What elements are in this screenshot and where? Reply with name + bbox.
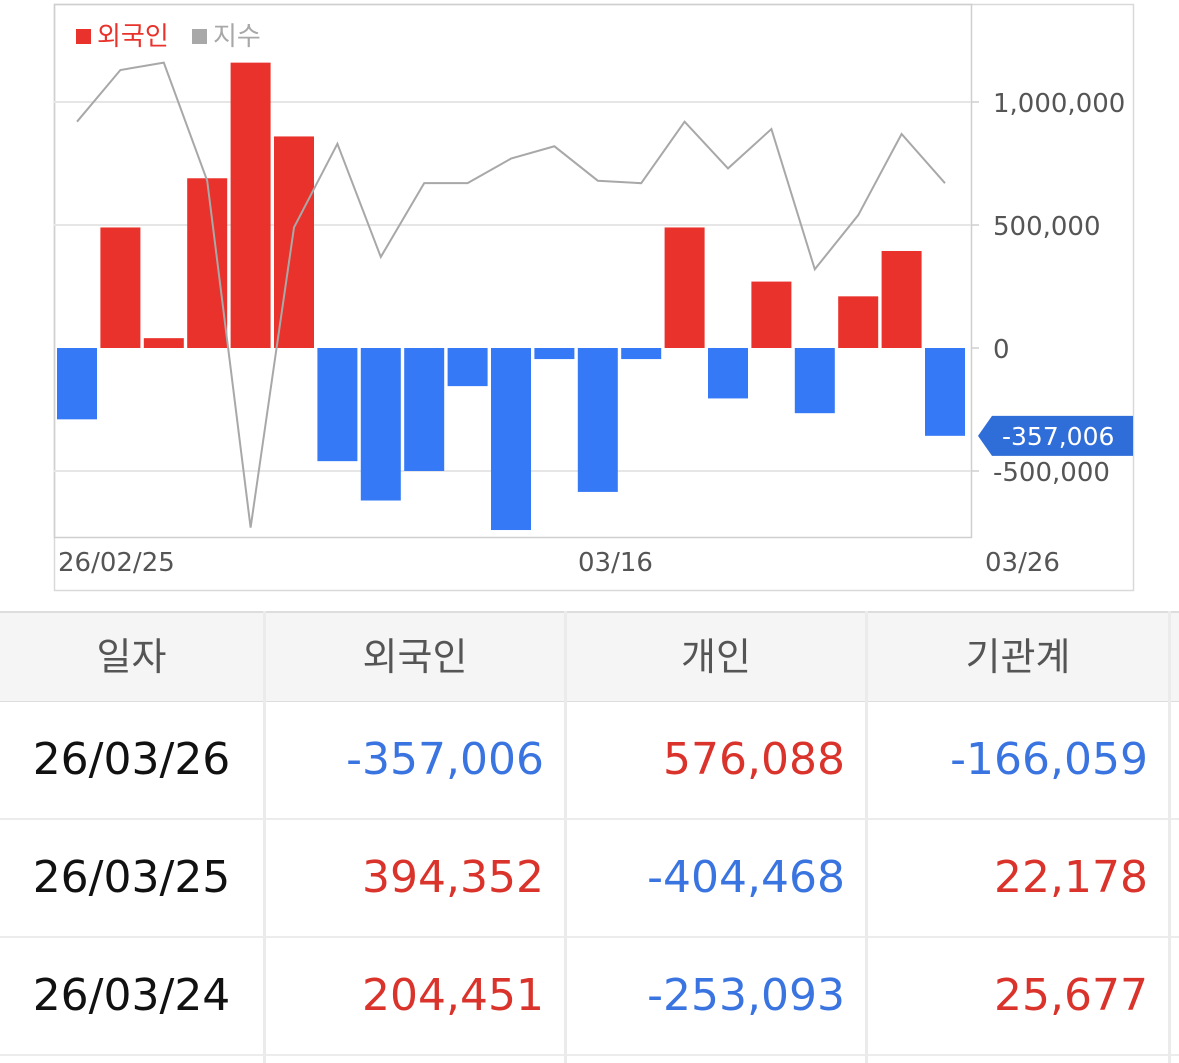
bar [838,296,879,348]
row-foreign: -357,006 [346,734,544,785]
value-callout [978,415,1133,456]
bar [100,227,141,348]
header-date: 일자 [96,635,167,679]
investor-table: 일자 외국인 개인 기관계 26/03/26 -357,006 576,088 … [0,611,1179,1063]
value-callout-label: -357,006 [1002,422,1114,451]
bar [708,348,748,399]
bar [143,338,184,348]
plot-border [53,3,973,539]
bar [230,62,271,348]
x-tick-label: 03/16 [578,548,653,578]
y-tick-label: -500,000 [993,458,1110,488]
row-institution: 25,677 [994,970,1148,1021]
x-tick-label: 03/26 [985,548,1060,578]
y-tick-label: 0 [993,335,1010,365]
bar [491,348,531,531]
table-header: 일자 외국인 개인 기관계 [0,611,1179,702]
investor-chart: 1,000,000 500,000 0 -500,000 26/02/25 03/16 03… [53,3,1135,592]
row-individual: 576,088 [663,734,845,785]
index-line [76,61,946,528]
bar [360,348,401,501]
row-individual: -404,468 [647,852,845,903]
bar [751,281,792,348]
x-tick-label: 26/02/25 [58,548,175,578]
bar [621,348,662,360]
header-individual: 개인 [681,635,751,679]
y-tick-label: 1,000,000 [993,89,1125,119]
bar [577,348,618,492]
column-divider [263,611,266,1063]
header-foreign: 외국인 [362,635,468,679]
row-foreign: 204,451 [362,970,544,1021]
legend-label: 지수 [213,22,261,52]
legend-swatch [76,29,91,44]
row-institution: 22,178 [994,852,1148,903]
table-row: 26/03/25 394,352 -404,468 22,178 [0,820,1179,938]
legend-label: 외국인 [97,22,169,52]
row-individual: -253,093 [647,970,845,1021]
table-row: 26/03/24 204,451 -253,093 25,677 [0,938,1179,1056]
bar [317,348,358,462]
row-date: 26/03/26 [32,734,231,785]
bar [664,227,705,348]
row-date: 26/03/24 [32,970,231,1021]
table-row: 26/03/26 -357,006 576,088 -166,059 [0,702,1179,820]
bar [925,348,965,436]
bar [534,348,575,360]
bar [57,348,97,420]
bar [404,348,445,471]
row-date: 26/03/25 [32,852,231,903]
y-tick-label: 500,000 [993,212,1101,242]
header-institution: 기관계 [965,635,1071,679]
column-divider [865,611,868,1063]
bar [447,348,488,387]
bar [187,178,228,348]
bar [881,250,922,348]
column-divider [564,611,567,1063]
row-institution: -166,059 [950,734,1148,785]
row-foreign: 394,352 [362,852,544,903]
bar [794,348,835,414]
chart-svg: 1,000,000 500,000 0 -500,000 26/02/25 03/16 03… [53,3,1135,592]
legend-swatch [192,29,207,44]
column-divider [1168,611,1171,1063]
bar [274,136,314,348]
